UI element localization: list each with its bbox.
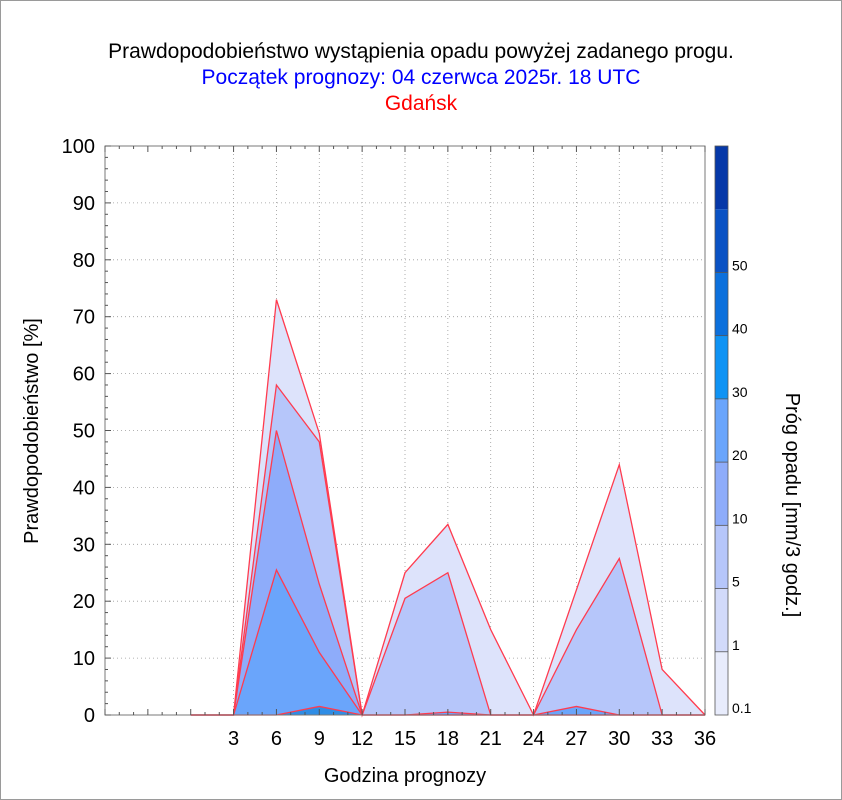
colorbar-cell [715, 588, 728, 652]
y-tick-label: 100 [62, 136, 95, 158]
y-axis-label: Prawdopodobieństwo [%] [21, 318, 43, 544]
x-tick-label: 21 [480, 728, 502, 750]
colorbar-tick-label: 1 [732, 637, 740, 653]
series-line-0.1 [190, 299, 706, 717]
colorbar-tick-label: 50 [732, 257, 748, 273]
y-tick-label: 80 [73, 250, 95, 272]
y-tick-label: 0 [84, 705, 95, 727]
area-threshold-10 [190, 569, 705, 715]
x-tick-label: 12 [351, 728, 373, 750]
x-tick-label: 36 [694, 728, 716, 750]
x-tick-label: 18 [437, 728, 459, 750]
y-tick-label: 60 [73, 364, 95, 386]
x-tick-label: 24 [522, 728, 544, 750]
colorbar: 0.1 1 5 10 20 30 40 50 [714, 145, 752, 716]
colorbar-tick-label: 0.1 [732, 700, 752, 716]
x-tick-label: 9 [314, 728, 325, 750]
x-axis-label: Godzina prognozy [324, 765, 486, 787]
colorbar-tick-label: 20 [732, 447, 748, 463]
chart-title: Prawdopodobieństwo wystąpienia opadu pow… [108, 40, 734, 63]
area-series [190, 299, 706, 718]
y-tick-label: 70 [73, 307, 95, 329]
x-tick-label: 30 [608, 728, 630, 750]
area-threshold-5 [190, 430, 705, 715]
y-tick-label: 10 [73, 648, 95, 670]
y-tick-label: 30 [73, 534, 95, 556]
chart-subtitle: Początek prognozy: 04 czerwca 2025r. 18 … [201, 66, 641, 89]
colorbar-tick-label: 30 [732, 384, 748, 400]
colorbar-cell [715, 146, 728, 210]
colorbar-cell [715, 335, 728, 399]
series-line-1 [190, 383, 705, 718]
y-tick-label: 50 [73, 421, 95, 443]
colorbar-cell [715, 651, 728, 715]
colorbar-tick-label: 5 [732, 574, 740, 590]
x-tick-label: 27 [565, 728, 587, 750]
colorbar-cell [715, 462, 728, 526]
location-label: Gdańsk [384, 92, 458, 115]
colorbar-cell [715, 272, 728, 336]
y-tick-label: 90 [73, 193, 95, 215]
colorbar-cell [715, 398, 728, 463]
x-tick-label: 33 [651, 728, 673, 750]
x-tick-label: 15 [394, 728, 416, 750]
colorbar-label: Próg opadu [mm/3 godz.] [781, 393, 803, 618]
colorbar-tick-label: 40 [732, 321, 748, 337]
colorbar-tick-label: 10 [732, 510, 748, 526]
colorbar-border [714, 145, 729, 716]
colorbar-cell [715, 209, 728, 273]
x-tick-label: 3 [228, 728, 239, 750]
y-tick-label: 20 [73, 591, 95, 613]
y-tick-label: 40 [73, 477, 95, 499]
x-tick-label: 6 [271, 728, 282, 750]
colorbar-cell [715, 525, 728, 589]
